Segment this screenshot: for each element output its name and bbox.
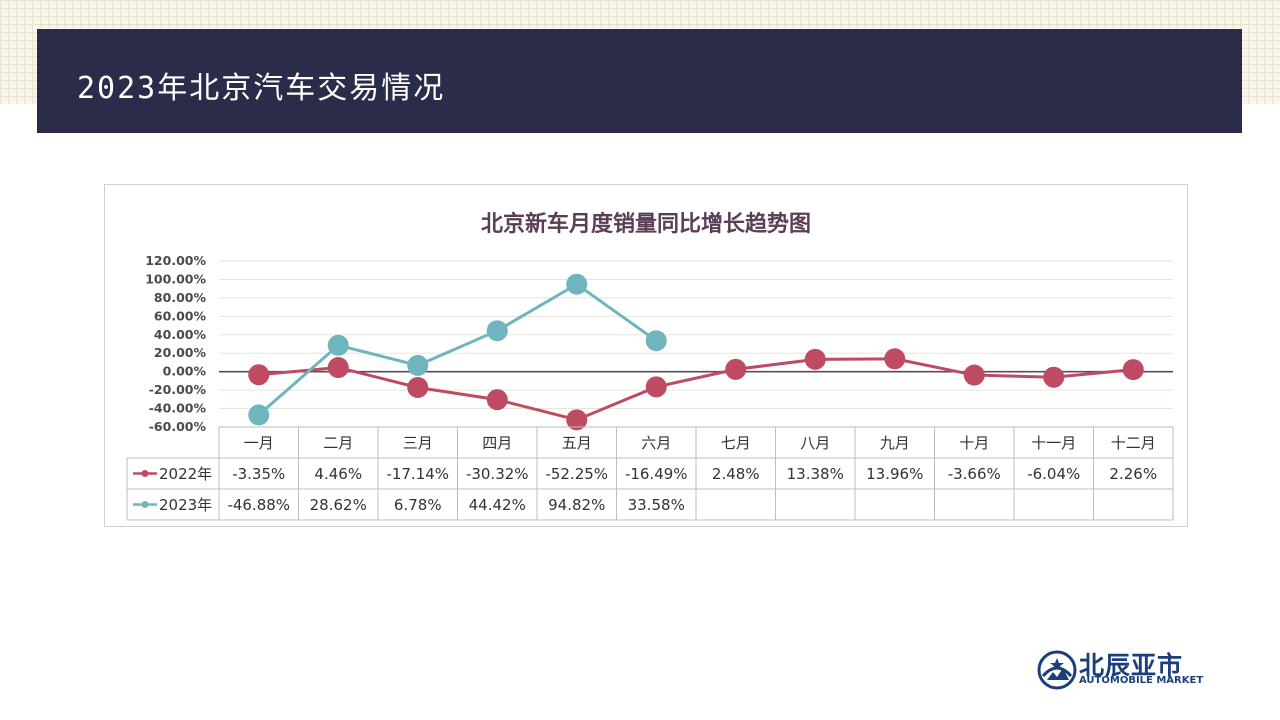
logo-globe-icon (1037, 650, 1077, 690)
y-tick-label: 0.00% (163, 364, 207, 379)
x-category-label: 二月 (323, 434, 353, 452)
data-label: 13.96% (866, 465, 923, 483)
data-label: 2.48% (712, 465, 760, 483)
data-label: -3.66% (948, 465, 1001, 483)
y-tick-label: -60.00% (149, 419, 207, 434)
data-point (327, 334, 349, 356)
x-category-label: 八月 (800, 434, 830, 452)
data-label: -52.25% (545, 465, 608, 483)
legend-label-2023年: 2023年 (159, 496, 212, 514)
data-point (327, 357, 349, 379)
data-label: -6.04% (1027, 465, 1080, 483)
y-tick-label: 20.00% (154, 345, 207, 360)
y-tick-label: 40.00% (154, 327, 207, 342)
x-category-label: 六月 (641, 434, 671, 452)
data-label: 33.58% (628, 496, 685, 514)
logo-text-cn: 北辰亚市 (1079, 651, 1184, 680)
x-category-label: 九月 (880, 434, 910, 452)
data-label: -46.88% (227, 496, 290, 514)
data-label: -3.35% (232, 465, 285, 483)
x-category-label: 十一月 (1031, 434, 1076, 452)
series-line-2022年 (258, 357, 1134, 422)
x-category-label: 十月 (959, 434, 989, 452)
y-tick-label: 60.00% (154, 308, 207, 323)
data-point (725, 358, 747, 380)
legend-label-2022年: 2022年 (159, 465, 212, 483)
data-point (963, 364, 985, 386)
data-label: 2.26% (1109, 465, 1157, 483)
x-category-label: 三月 (403, 434, 433, 452)
x-category-label: 一月 (244, 434, 274, 452)
chart-title: 北京新车月度销量同比增长趋势图 (481, 211, 811, 237)
data-label: 44.42% (469, 496, 526, 514)
data-label: 4.46% (314, 465, 362, 483)
x-category-label: 七月 (721, 434, 751, 452)
data-point (248, 404, 270, 426)
y-tick-label: 100.00% (145, 271, 206, 286)
y-tick-label: -40.00% (149, 401, 207, 416)
legend-marker-2022年 (141, 470, 149, 477)
series-line-2023年 (257, 282, 658, 417)
data-point (486, 320, 508, 342)
data-point (407, 354, 429, 376)
data-point (248, 364, 270, 386)
data-label: -17.14% (386, 465, 449, 483)
logo-text-en: AUTOMOBILE MARKET (1079, 675, 1204, 686)
y-tick-label: 80.00% (154, 290, 207, 305)
data-point (645, 330, 667, 352)
data-point (486, 389, 508, 411)
y-tick-label: 120.00% (145, 253, 206, 268)
data-point (1043, 366, 1065, 388)
company-logo: 北辰亚市 AUTOMOBILE MARKET (1037, 648, 1209, 690)
data-point (804, 348, 826, 370)
data-point (1122, 359, 1144, 381)
x-category-label: 十二月 (1111, 434, 1156, 452)
x-category-label: 五月 (562, 434, 592, 452)
data-label: -16.49% (625, 465, 688, 483)
legend-marker-2023年 (141, 501, 149, 508)
data-point (566, 409, 588, 431)
data-label: 6.78% (394, 496, 442, 514)
data-label: 28.62% (310, 496, 367, 514)
data-point (566, 273, 588, 295)
data-point (645, 376, 667, 398)
x-category-label: 四月 (482, 434, 512, 452)
trend-chart: 北京新车月度销量同比增长趋势图 120.00% 100.00% 80.00% 60.0… (126, 211, 1174, 521)
data-label: 94.82% (548, 496, 605, 514)
y-tick-label: -20.00% (149, 382, 207, 397)
data-point (884, 348, 906, 370)
data-point (407, 376, 429, 398)
chart-container: 北京新车月度销量同比增长趋势图 120.00% 100.00% 80.00% 60.0… (104, 184, 1188, 527)
data-label: -30.32% (466, 465, 529, 483)
data-label: 13.38% (787, 465, 844, 483)
title-bar: 2023年北京汽车交易情况 (37, 29, 1242, 133)
page-title: 2023年北京汽车交易情况 (77, 71, 446, 106)
